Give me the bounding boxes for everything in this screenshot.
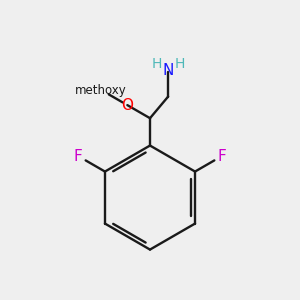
Text: F: F [74, 149, 82, 164]
Text: N: N [163, 63, 174, 78]
Text: F: F [218, 149, 226, 164]
Text: H: H [152, 57, 162, 71]
Text: O: O [121, 98, 133, 112]
Text: methoxy: methoxy [75, 84, 127, 97]
Text: H: H [175, 57, 185, 71]
